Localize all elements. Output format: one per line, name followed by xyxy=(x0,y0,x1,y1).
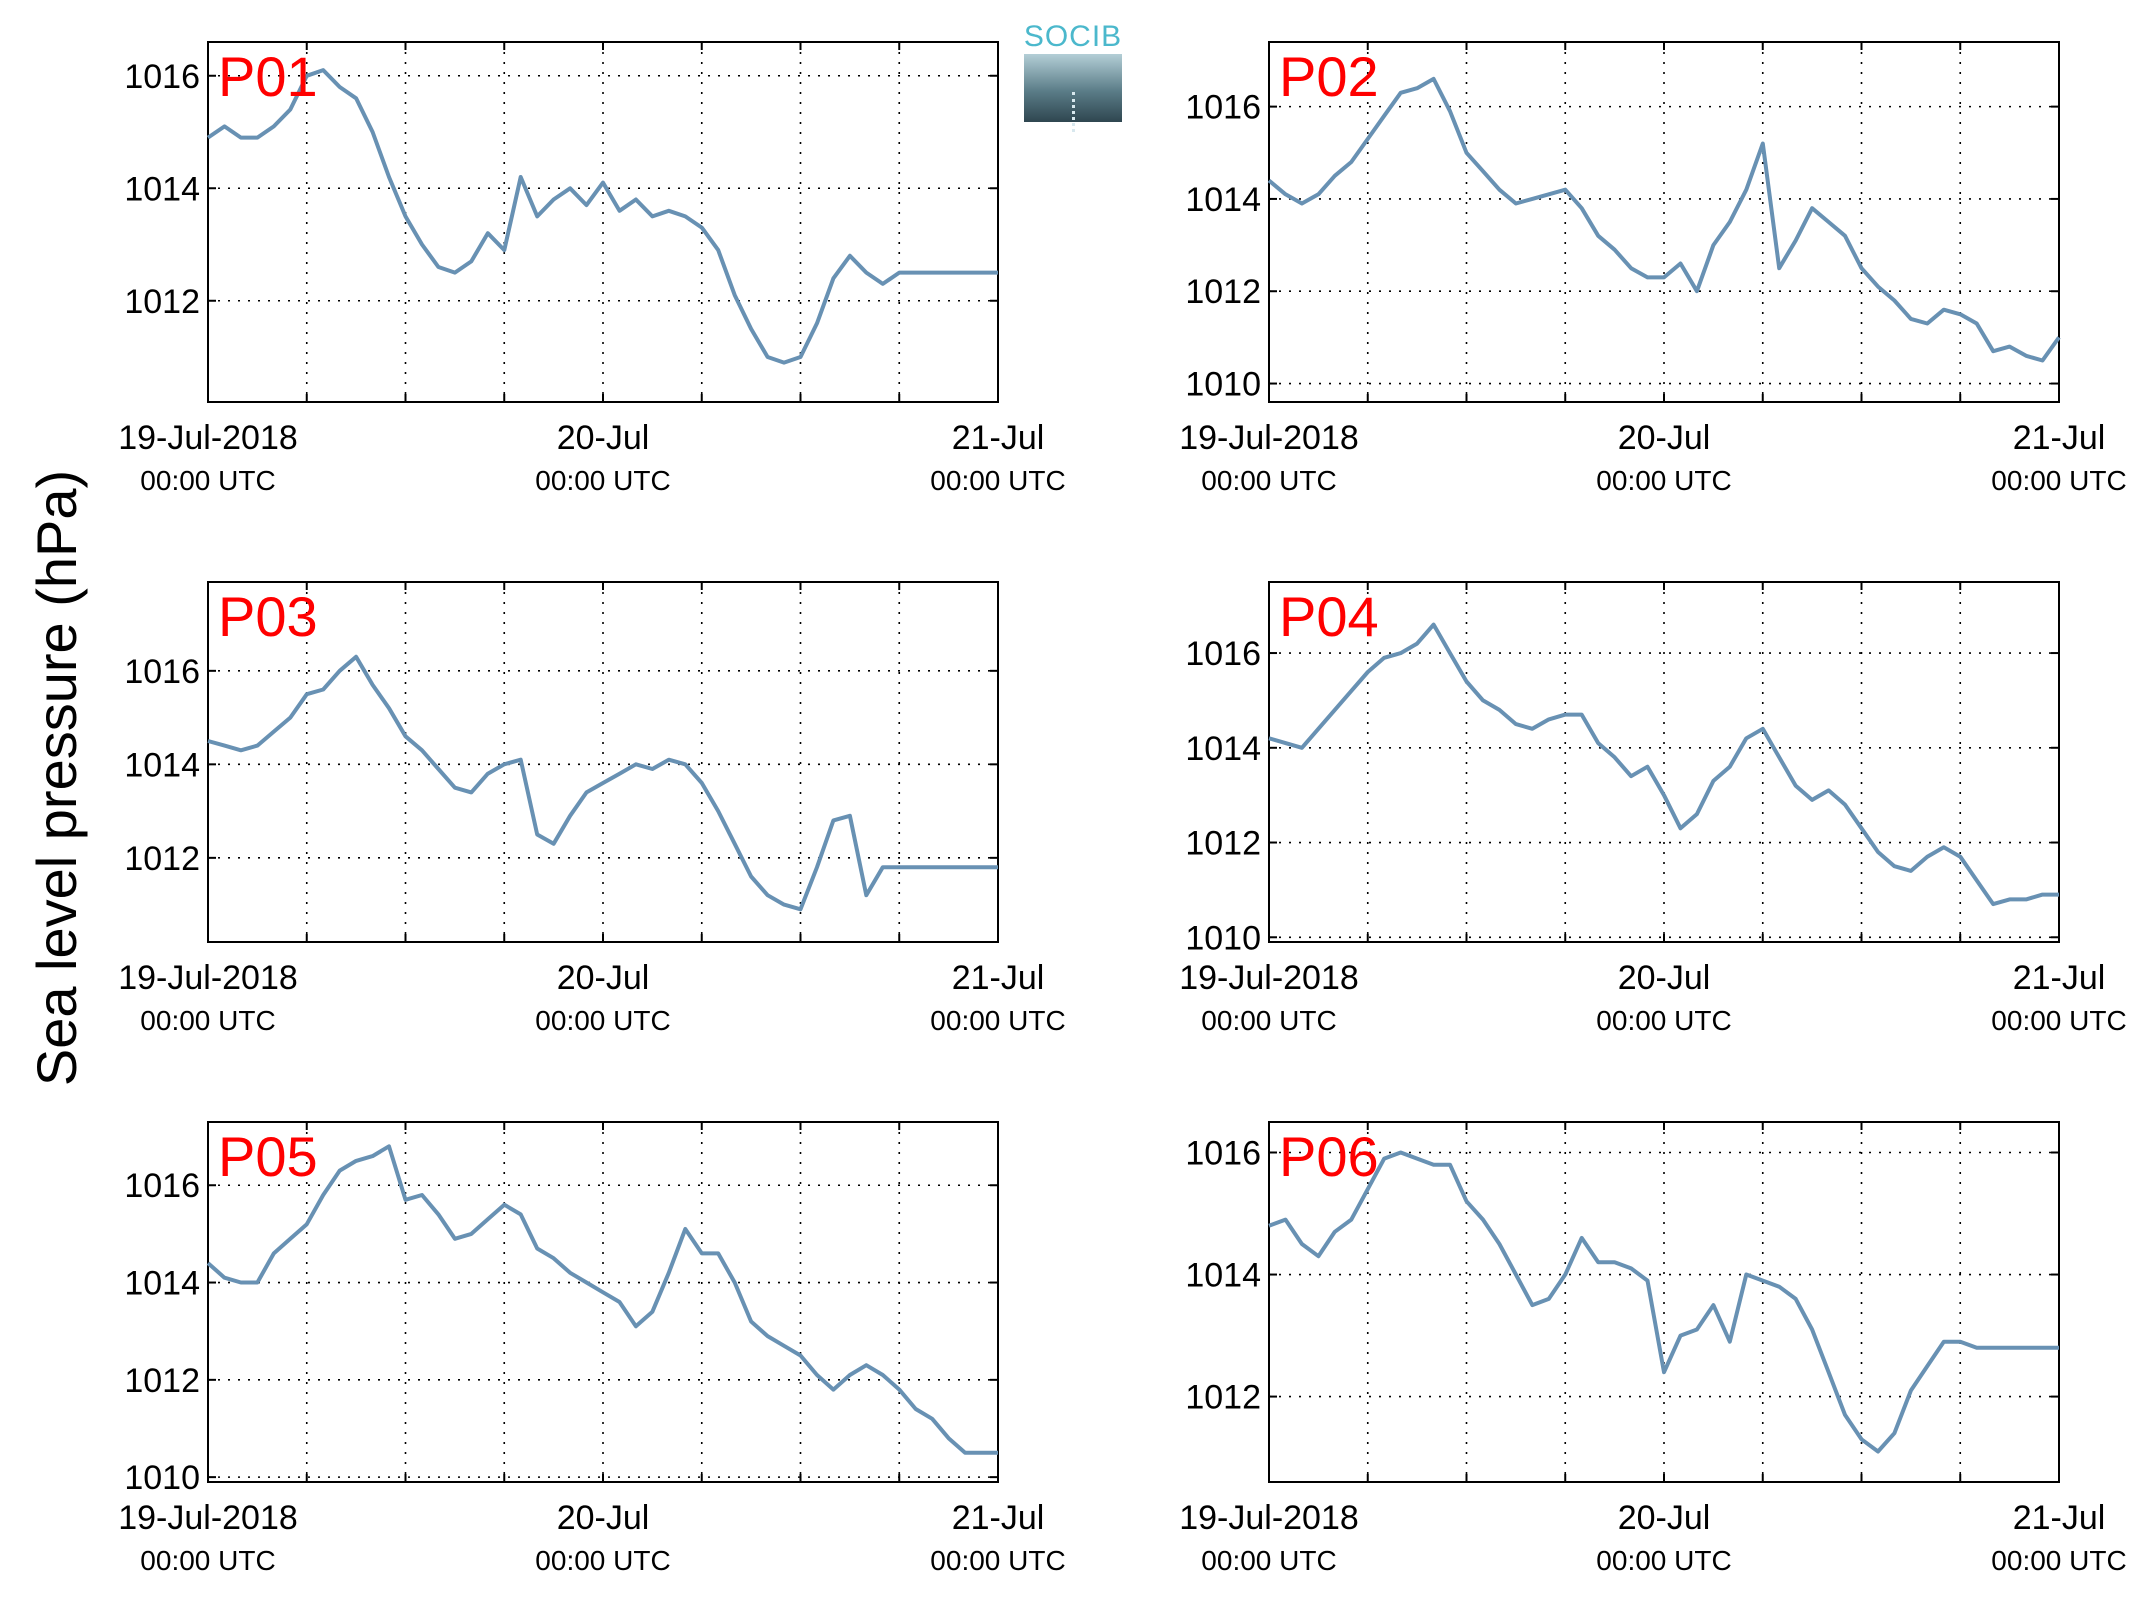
x-tick-label-time: 00:00 UTC xyxy=(1596,1005,1731,1036)
y-tick-label: 1014 xyxy=(1185,181,1261,219)
x-tick-label-date: 20-Jul xyxy=(1618,419,1711,457)
y-tick-label: 1016 xyxy=(1185,89,1261,127)
y-tick-label: 1014 xyxy=(124,746,200,784)
station-label: P02 xyxy=(1279,45,1379,108)
x-tick-label-time: 00:00 UTC xyxy=(1201,465,1336,496)
socib-logo: SOCIB xyxy=(1022,20,1124,132)
station-label: P06 xyxy=(1279,1125,1379,1188)
station-label: P04 xyxy=(1279,585,1379,648)
x-tick-label-time: 00:00 UTC xyxy=(1991,1005,2126,1036)
x-tick-label-date: 19-Jul-2018 xyxy=(118,959,298,997)
x-tick-label-time: 00:00 UTC xyxy=(930,1005,1065,1036)
chart-panel-p05: 1010 1012 1014 1016 19-Jul-2018 00:00 UTC 20-J… xyxy=(118,1121,1066,1576)
x-tick-label-date: 20-Jul xyxy=(1618,1499,1711,1537)
x-tick-label-date: 21-Jul xyxy=(952,959,1045,997)
y-tick-label: 1016 xyxy=(1185,1135,1261,1173)
y-tick-label: 1014 xyxy=(1185,730,1261,768)
x-tick-label-time: 00:00 UTC xyxy=(140,1005,275,1036)
x-tick-label-date: 21-Jul xyxy=(952,419,1045,457)
series-line-p02 xyxy=(1267,76,2061,363)
x-tick-label-time: 00:00 UTC xyxy=(930,465,1065,496)
x-tick-label-time: 00:00 UTC xyxy=(535,1005,670,1036)
x-tick-label-time: 00:00 UTC xyxy=(1596,465,1731,496)
x-tick-label-time: 00:00 UTC xyxy=(535,1545,670,1576)
logo-text: SOCIB xyxy=(1023,20,1123,53)
x-tick-label-time: 00:00 UTC xyxy=(1596,1545,1731,1576)
chart-panel-p04: 1010 1012 1014 1016 19-Jul-2018 00:00 UTC 20-J… xyxy=(1179,581,2127,1036)
x-tick-label-time: 00:00 UTC xyxy=(1201,1545,1336,1576)
series-line-p04 xyxy=(1268,622,2059,907)
station-label: P01 xyxy=(218,45,318,108)
y-tick-label: 1010 xyxy=(124,1459,200,1497)
logo-wave-icon xyxy=(1024,54,1122,132)
y-tick-label: 1014 xyxy=(1185,1257,1261,1295)
series-line-p01 xyxy=(206,68,998,365)
chart-panel-p01: 1012 1014 1016 19-Jul-2018 00:00 UTC 20-Jul 00… xyxy=(118,41,1066,496)
x-tick-label-date: 19-Jul-2018 xyxy=(118,419,298,457)
y-tick-label: 1010 xyxy=(1185,366,1261,404)
x-tick-label-date: 21-Jul xyxy=(2013,959,2106,997)
x-tick-label-time: 00:00 UTC xyxy=(140,465,275,496)
y-tick-label: 1012 xyxy=(124,1362,200,1400)
x-tick-label-time: 00:00 UTC xyxy=(140,1545,275,1576)
x-tick-label-date: 19-Jul-2018 xyxy=(1179,419,1359,457)
x-tick-label-date: 19-Jul-2018 xyxy=(1179,1499,1359,1537)
y-tick-label: 1010 xyxy=(1185,919,1261,957)
x-tick-label-time: 00:00 UTC xyxy=(1991,465,2126,496)
y-tick-label: 1014 xyxy=(124,1265,200,1303)
chart-panel-p02: 1010 1012 1014 1016 19-Jul-2018 00:00 UTC 20-J… xyxy=(1179,41,2127,496)
y-tick-label: 1012 xyxy=(1185,825,1261,863)
x-tick-label-date: 21-Jul xyxy=(2013,419,2106,457)
x-tick-label-date: 20-Jul xyxy=(1618,959,1711,997)
x-tick-label-time: 00:00 UTC xyxy=(930,1545,1065,1576)
y-tick-label: 1014 xyxy=(124,170,200,208)
y-tick-label: 1016 xyxy=(1185,635,1261,673)
x-tick-label-date: 21-Jul xyxy=(952,1499,1045,1537)
x-tick-label-time: 00:00 UTC xyxy=(1201,1005,1336,1036)
y-tick-label: 1012 xyxy=(1185,1379,1261,1417)
x-tick-label-time: 00:00 UTC xyxy=(1991,1545,2126,1576)
station-label: P03 xyxy=(218,585,318,648)
y-tick-label: 1016 xyxy=(124,1167,200,1205)
y-tick-label: 1012 xyxy=(1185,273,1261,311)
station-label: P05 xyxy=(218,1125,318,1188)
y-tick-label: 1012 xyxy=(124,283,200,321)
x-tick-label-date: 20-Jul xyxy=(557,959,650,997)
series-line-p05 xyxy=(206,1144,998,1455)
x-tick-label-date: 20-Jul xyxy=(557,419,650,457)
chart-panel-p06: 1012 1014 1016 19-Jul-2018 00:00 UTC 20-Jul 00… xyxy=(1179,1121,2127,1576)
x-tick-label-date: 20-Jul xyxy=(557,1499,650,1537)
series-line-p03 xyxy=(207,654,998,912)
x-tick-label-date: 21-Jul xyxy=(2013,1499,2106,1537)
y-tick-label: 1016 xyxy=(124,58,200,96)
series-line-p06 xyxy=(1268,1150,2059,1454)
chart-panel-p03: 1012 1014 1016 19-Jul-2018 00:00 UTC 20-Jul 00… xyxy=(118,581,1066,1036)
x-tick-label-time: 00:00 UTC xyxy=(535,465,670,496)
x-tick-label-date: 19-Jul-2018 xyxy=(118,1499,298,1537)
x-tick-label-date: 19-Jul-2018 xyxy=(1179,959,1359,997)
y-tick-label: 1012 xyxy=(124,840,200,878)
y-tick-label: 1016 xyxy=(124,653,200,691)
